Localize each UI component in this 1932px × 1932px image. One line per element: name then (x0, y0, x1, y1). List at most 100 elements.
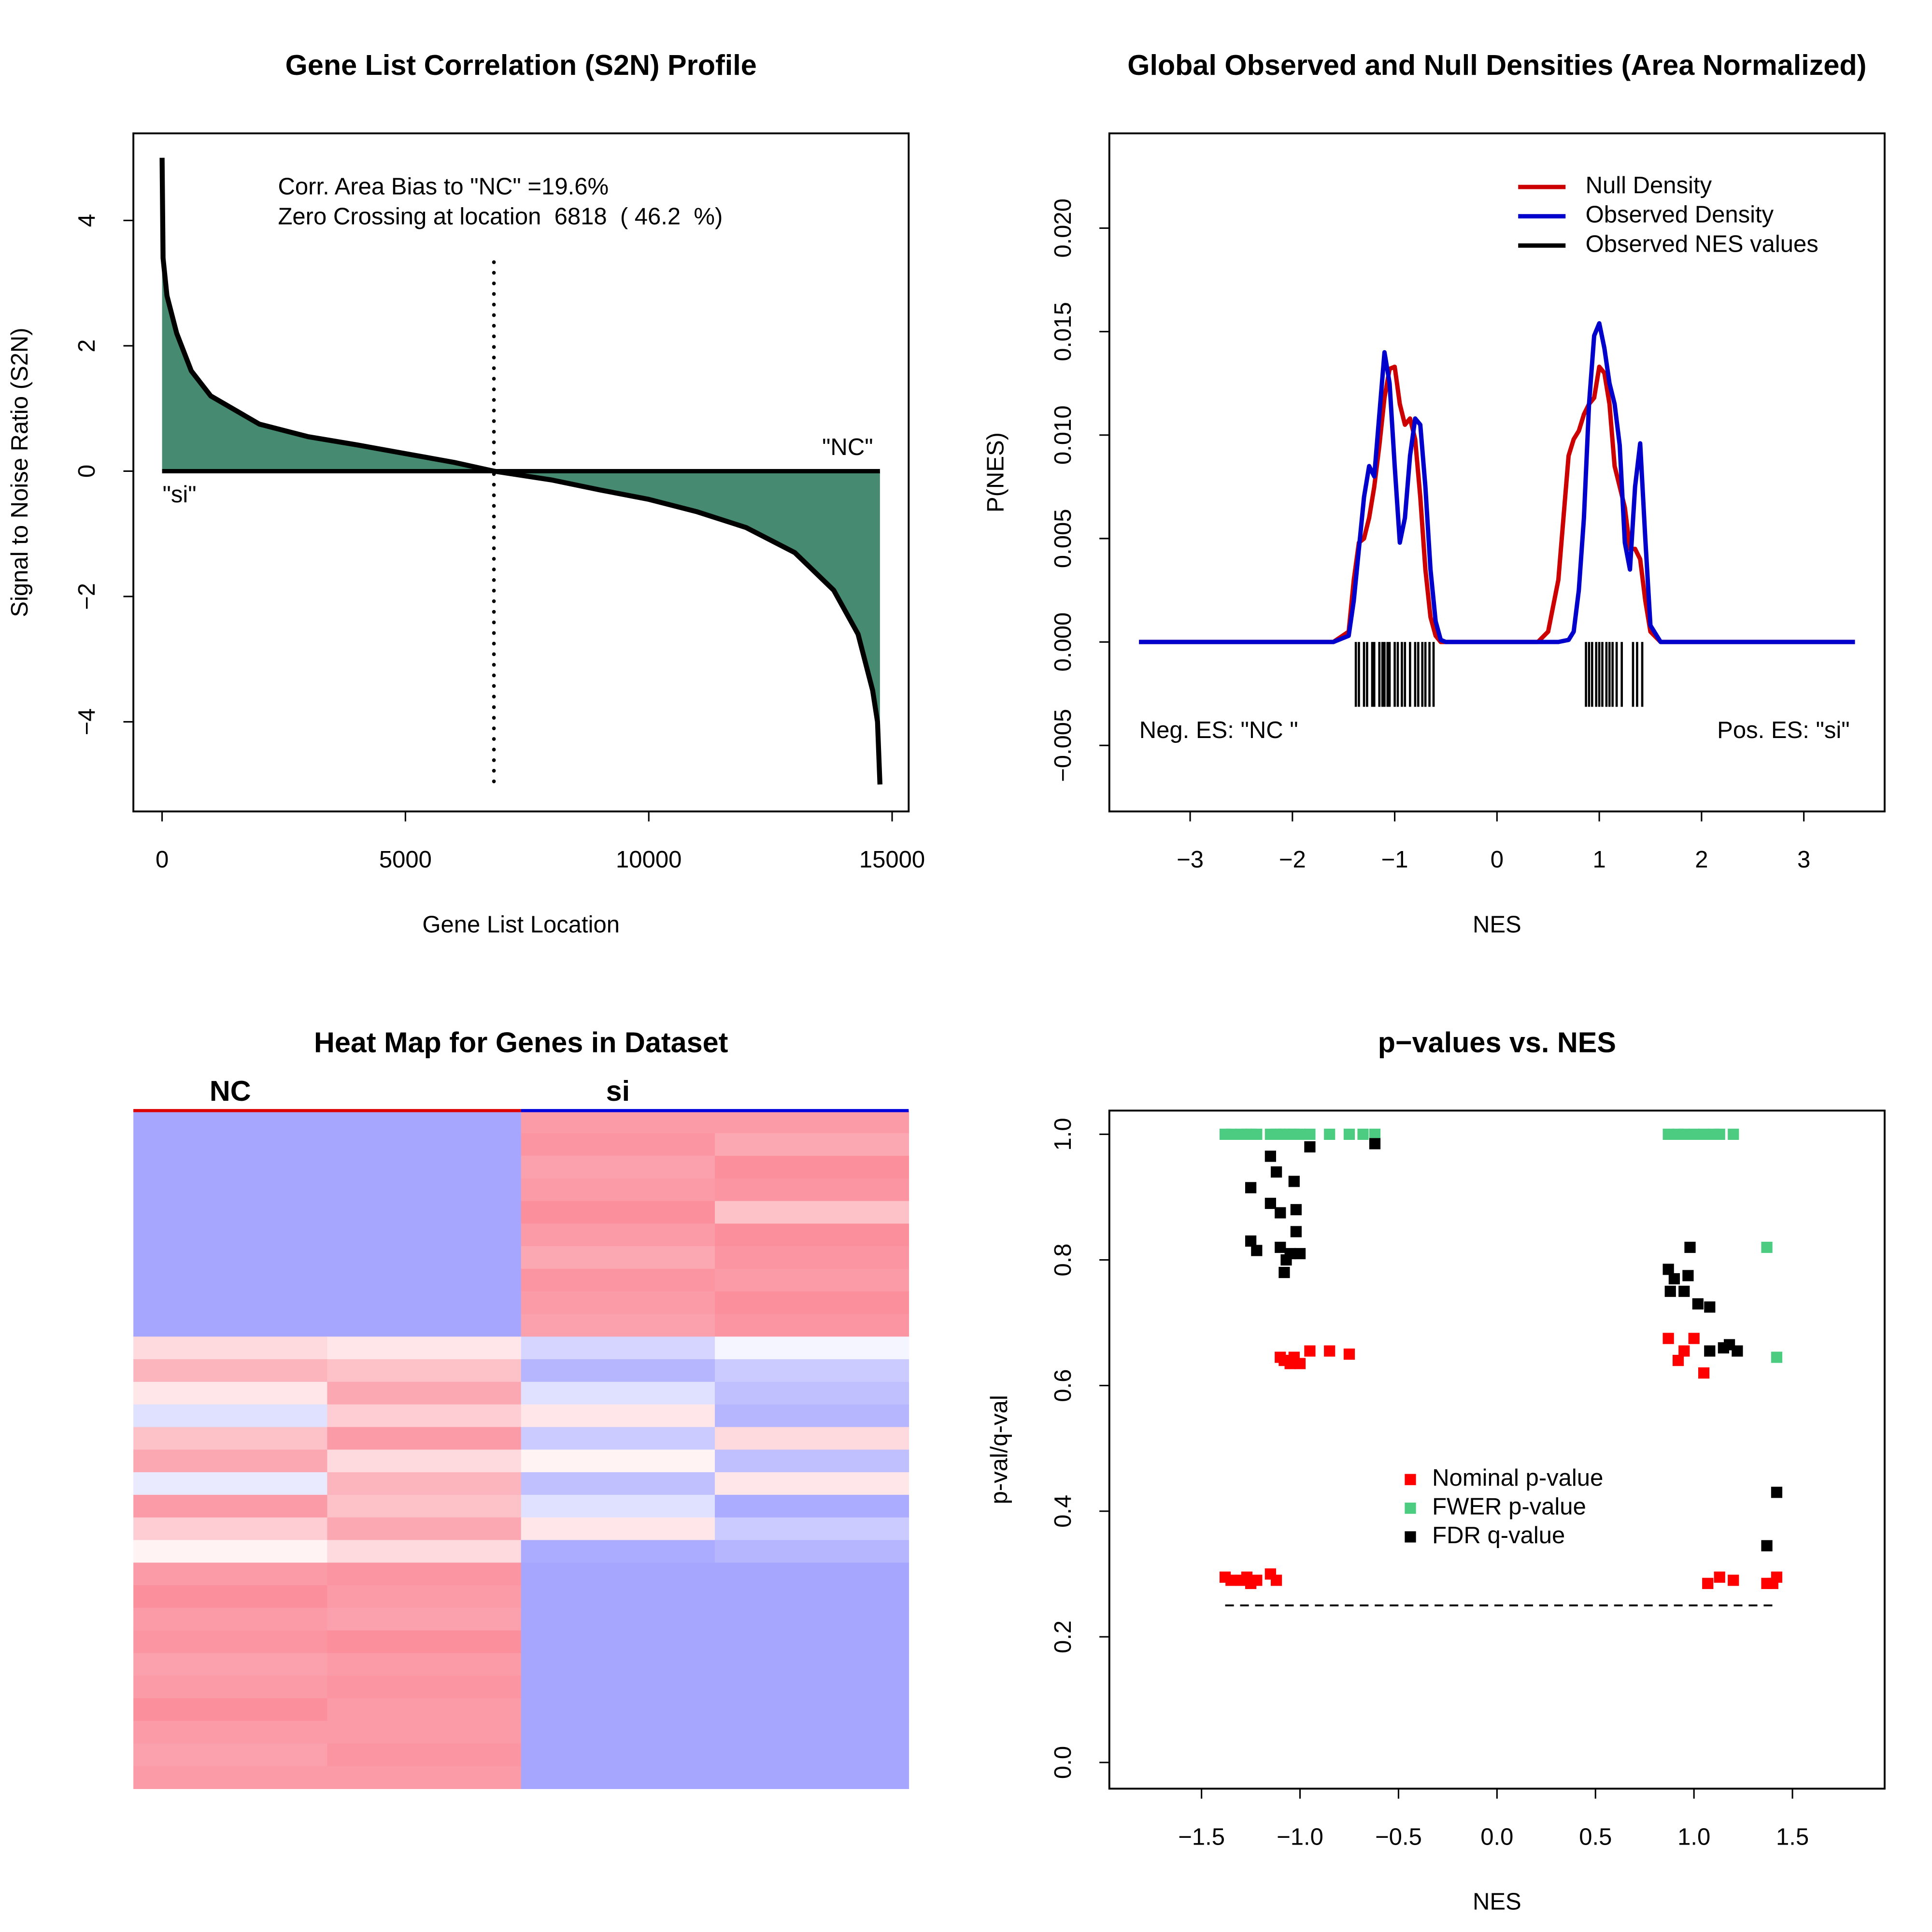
point (1714, 1128, 1725, 1140)
group-label: NC (210, 1075, 251, 1107)
heatmap-cell (133, 1314, 328, 1337)
x-tick-label: 15000 (859, 847, 925, 873)
point (1692, 1298, 1704, 1310)
heatmap-cell (133, 1359, 328, 1382)
point (1275, 1207, 1286, 1219)
heatmap-cell (715, 1563, 909, 1586)
heatmap-cell (521, 1766, 715, 1790)
heatmap-cell (133, 1766, 328, 1790)
legend-swatch (1405, 1531, 1416, 1543)
point (1270, 1166, 1282, 1178)
point (1324, 1128, 1335, 1140)
heatmap-cell (521, 1494, 715, 1518)
heatmap-cell (327, 1540, 522, 1563)
point (1251, 1575, 1263, 1586)
heatmap-cell (521, 1178, 715, 1202)
annotation: Neg. ES: "NC " (1139, 717, 1298, 743)
heatmap-cell (521, 1268, 715, 1292)
y-tick-label: 0.2 (1050, 1620, 1076, 1653)
y-tick-label: 0.005 (1050, 509, 1076, 568)
heatmap-cell (327, 1743, 522, 1767)
point (1678, 1285, 1690, 1297)
y-tick-label: 0.6 (1050, 1369, 1076, 1402)
heatmap-cell (133, 1133, 328, 1156)
point (1761, 1540, 1773, 1551)
x-tick-label: 3 (1797, 847, 1810, 873)
heatmap-cell (327, 1314, 522, 1337)
point (1702, 1577, 1714, 1589)
point (1294, 1128, 1306, 1140)
heatmap-cell (133, 1653, 328, 1676)
heatmap-cell (327, 1223, 522, 1247)
x-tick-label: −1.5 (1178, 1824, 1225, 1850)
point (1771, 1487, 1783, 1498)
heatmap-cell (133, 1427, 328, 1450)
point (1678, 1128, 1690, 1140)
heatmap-cell (133, 1223, 328, 1247)
chart-title: Gene List Correlation (S2N) Profile (285, 49, 757, 81)
heatmap-cell (521, 1540, 715, 1563)
y-axis-label: p-val/q-val (986, 1395, 1012, 1504)
heatmap-cell (133, 1155, 328, 1179)
heatmap-cell (521, 1427, 715, 1450)
line (159, 157, 882, 785)
y-axis-label: P(NES) (982, 432, 1009, 512)
x-tick-label: −1 (1381, 847, 1408, 873)
point (1704, 1345, 1716, 1357)
heatmap-cell (521, 1676, 715, 1699)
heatmap-cell (327, 1766, 522, 1790)
density-line (1139, 364, 1855, 644)
heatmap-cell (327, 1268, 522, 1292)
heatmap-cell (715, 1314, 909, 1337)
x-tick-label: −0.5 (1375, 1824, 1422, 1850)
heatmap-cell (327, 1201, 522, 1224)
heatmap-cell (133, 1246, 328, 1269)
heatmap-cell (133, 1540, 328, 1563)
group-label: si (606, 1075, 630, 1107)
heatmap-cell (327, 1630, 522, 1654)
point (1290, 1226, 1302, 1237)
point (1369, 1128, 1381, 1140)
heatmap-cell (715, 1449, 909, 1473)
heatmap-cell (133, 1743, 328, 1767)
point (1672, 1354, 1684, 1366)
heatmap-cell (521, 1517, 715, 1541)
heatmap-cell (133, 1381, 328, 1405)
heatmap-cell (521, 1133, 715, 1156)
heatmap-cell (715, 1427, 909, 1450)
heatmap-cell (133, 1178, 328, 1202)
point (1279, 1266, 1290, 1279)
heatmap-cell (133, 1291, 328, 1315)
y-tick-label: 4 (74, 214, 100, 227)
heatmap-cell (327, 1427, 522, 1450)
plot-frame (1108, 1109, 1886, 1790)
heatmap-cell (327, 1381, 522, 1405)
point (1343, 1348, 1355, 1360)
legend-label: Null Density (1586, 172, 1712, 199)
heatmap-cell (133, 1268, 328, 1292)
heatmap-cell (327, 1472, 522, 1495)
point (1225, 1575, 1237, 1586)
x-tick-label: 1 (1592, 847, 1605, 873)
point (1304, 1345, 1316, 1357)
heatmap-cell (133, 1404, 328, 1428)
legend-swatch (1405, 1474, 1416, 1485)
x-tick-label: −3 (1177, 847, 1204, 873)
point (1664, 1285, 1676, 1297)
heatmap-cell (521, 1743, 715, 1767)
heatmap-cell (133, 1494, 328, 1518)
point (1684, 1241, 1696, 1253)
heatmap-cell (133, 1720, 328, 1744)
heatmap-cell (327, 1698, 522, 1721)
heatmap-cell (715, 1133, 909, 1156)
heatmap-cell (521, 1607, 715, 1631)
x-tick-label: 0 (156, 847, 169, 873)
x-tick-label: 2 (1695, 847, 1708, 873)
legend-label: Observed Density (1586, 202, 1774, 228)
heatmap-cell (715, 1585, 909, 1608)
x-tick-label: 5000 (379, 847, 432, 873)
heatmap-cell (327, 1676, 522, 1699)
point (1304, 1128, 1316, 1140)
point (1251, 1245, 1263, 1256)
